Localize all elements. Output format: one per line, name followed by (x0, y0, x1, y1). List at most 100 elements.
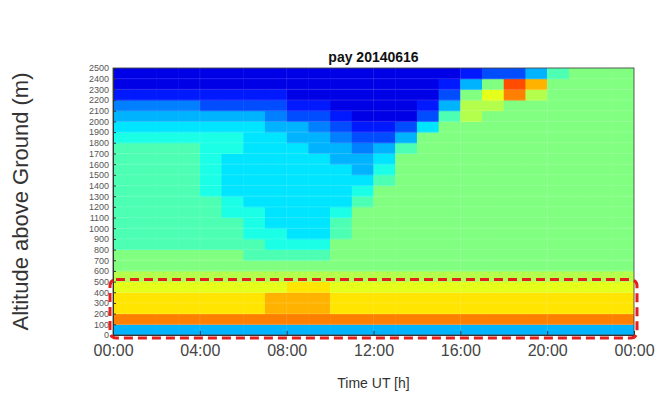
y-tick-mark (113, 132, 116, 133)
heat-cell (243, 89, 265, 100)
heat-cell (287, 207, 309, 218)
heat-cell (504, 260, 526, 271)
heat-cell (525, 196, 547, 207)
heat-cell (482, 132, 504, 143)
heat-cell (178, 207, 200, 218)
heat-cell (200, 282, 222, 293)
heat-cell (569, 250, 591, 261)
heat-cell (504, 68, 526, 79)
heat-cell (156, 164, 178, 175)
heat-cell (243, 164, 265, 175)
heat-cell (504, 196, 526, 207)
heat-cell (439, 132, 461, 143)
heat-cell (374, 175, 396, 186)
heat-cell (287, 250, 309, 261)
heat-cell (113, 196, 135, 207)
heat-cell (178, 250, 200, 261)
y-tick-mark (113, 164, 116, 165)
heat-cell (178, 239, 200, 250)
heat-cell (222, 228, 244, 239)
heat-cell (591, 207, 613, 218)
heat-cell (243, 196, 265, 207)
y-tick: 2000 (89, 117, 116, 127)
heat-cell (525, 132, 547, 143)
heat-cell (612, 324, 634, 335)
heat-cell (222, 324, 244, 335)
heat-cell (439, 89, 461, 100)
heat-cell (612, 175, 634, 186)
heat-cell (135, 292, 157, 303)
heat-cell (395, 292, 417, 303)
heat-cell (287, 175, 309, 186)
x-tick-label: 08:00 (267, 342, 307, 359)
heat-cell (113, 207, 135, 218)
heat-cell (287, 68, 309, 79)
heat-cell (243, 303, 265, 314)
heat-cell (374, 324, 396, 335)
y-axis-title: Altitude above Ground (m) (8, 72, 33, 330)
heat-cell (222, 314, 244, 325)
heat-cell (352, 207, 374, 218)
heat-cell (547, 153, 569, 164)
heat-cell (135, 207, 157, 218)
heat-cell (482, 250, 504, 261)
heat-cell (374, 228, 396, 239)
heat-cell (287, 185, 309, 196)
heat-cell (308, 303, 330, 314)
heat-cell (330, 207, 352, 218)
heat-cell (222, 153, 244, 164)
heat-cell (156, 324, 178, 335)
heat-cell (330, 79, 352, 90)
heat-cell (200, 292, 222, 303)
heat-cell (330, 260, 352, 271)
heat-cell (525, 89, 547, 100)
heat-cell (395, 303, 417, 314)
y-tick-label: 600 (94, 266, 109, 276)
heat-cell (200, 303, 222, 314)
heat-cell (222, 250, 244, 261)
heat-cell (525, 111, 547, 122)
heat-cell (482, 239, 504, 250)
heat-cell (482, 324, 504, 335)
heat-cell (525, 207, 547, 218)
heat-cell (308, 292, 330, 303)
heat-cell (352, 132, 374, 143)
heat-cell (395, 228, 417, 239)
heat-cell (504, 164, 526, 175)
heat-cell (265, 314, 287, 325)
y-tick-label: 1500 (89, 170, 109, 180)
heat-cell (374, 68, 396, 79)
heat-cell (265, 228, 287, 239)
heat-cell (265, 68, 287, 79)
heat-cell (569, 153, 591, 164)
heat-cell (330, 324, 352, 335)
heat-cell (308, 143, 330, 154)
heat-cell (135, 121, 157, 132)
heat-cell (460, 185, 482, 196)
heat-cell (591, 79, 613, 90)
heat-cell (482, 100, 504, 111)
heat-cell (265, 132, 287, 143)
heat-cell (287, 79, 309, 90)
heat-cell (265, 324, 287, 335)
heat-cell (569, 121, 591, 132)
heat-cell (135, 218, 157, 229)
heat-cell (591, 89, 613, 100)
x-tick: 08:00 (267, 331, 307, 359)
heat-cell (569, 79, 591, 90)
heat-cell (395, 314, 417, 325)
heat-cell (178, 175, 200, 186)
heat-cell (352, 292, 374, 303)
heat-cell (287, 196, 309, 207)
heat-cell (156, 89, 178, 100)
heat-cell (417, 239, 439, 250)
heat-cell (156, 260, 178, 271)
heat-cell (591, 282, 613, 293)
heat-cell (156, 132, 178, 143)
heat-cell (460, 228, 482, 239)
heat-cell (482, 121, 504, 132)
heat-cell (417, 175, 439, 186)
x-tick: 12:00 (354, 331, 394, 359)
heat-cell (612, 282, 634, 293)
heat-cell (569, 207, 591, 218)
